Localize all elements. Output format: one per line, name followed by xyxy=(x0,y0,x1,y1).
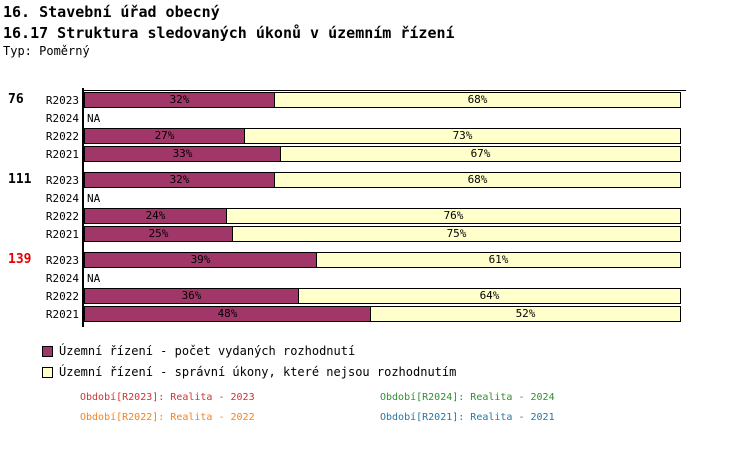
row-period-label: R2022 xyxy=(45,130,79,143)
row-period-label: R2024 xyxy=(45,112,79,125)
bar-segment-other-acts: 64% xyxy=(298,288,681,304)
na-label: NA xyxy=(87,272,101,285)
row-period-label: R2021 xyxy=(45,228,79,241)
row-period-label: R2022 xyxy=(45,290,79,303)
bar-segment-other-acts: 75% xyxy=(232,226,681,242)
bar-segment-decisions: 27% xyxy=(84,128,245,144)
bar-segment-decisions: 32% xyxy=(84,92,275,108)
footnote-period-2024: Období[R2024]: Realita - 2024 xyxy=(380,392,555,403)
group-count-label: 111 xyxy=(8,172,32,187)
legend-label-other-acts: Územní řízení - správní úkony, které nej… xyxy=(59,365,457,379)
bar-segment-other-acts: 76% xyxy=(226,208,681,224)
row-period-label: R2021 xyxy=(45,308,79,321)
legend-item-decisions: Územní řízení - počet vydaných rozhodnut… xyxy=(42,345,355,358)
legend-swatch-other-acts xyxy=(42,367,53,378)
chart-title: 16.17 Struktura sledovaných úkonů v územ… xyxy=(3,24,455,42)
footnote-period-2023: Období[R2023]: Realita - 2023 xyxy=(80,392,255,403)
bar-segment-decisions: 25% xyxy=(84,226,233,242)
bar-row: 25% 75% xyxy=(84,226,681,242)
footnote-period-2022: Období[R2022]: Realita - 2022 xyxy=(80,412,255,423)
bar-segment-decisions: 48% xyxy=(84,306,371,322)
bar-row: 27% 73% xyxy=(84,128,681,144)
stacked-bar-chart: 76 R2023 32% 68% R2024 NA R2022 27% 73% R2021 33% 6… xyxy=(0,88,750,330)
bar-segment-decisions: 36% xyxy=(84,288,299,304)
bar-segment-decisions: 39% xyxy=(84,252,317,268)
bar-segment-other-acts: 52% xyxy=(370,306,681,322)
bar-segment-decisions: 32% xyxy=(84,172,275,188)
bar-segment-decisions: 24% xyxy=(84,208,227,224)
row-period-label: R2023 xyxy=(45,174,79,187)
row-period-label: R2024 xyxy=(45,272,79,285)
bar-row: 32% 68% xyxy=(84,92,681,108)
chart-type-label: Typ: Poměrný xyxy=(3,44,90,58)
na-label: NA xyxy=(87,192,101,205)
na-label: NA xyxy=(87,112,101,125)
bar-row: 36% 64% xyxy=(84,288,681,304)
bar-segment-other-acts: 68% xyxy=(274,172,681,188)
footnote-period-2021: Období[R2021]: Realita - 2021 xyxy=(380,412,555,423)
bar-row: 32% 68% xyxy=(84,172,681,188)
row-period-label: R2024 xyxy=(45,192,79,205)
legend-item-other-acts: Územní řízení - správní úkony, které nej… xyxy=(42,366,456,379)
bar-row: 33% 67% xyxy=(84,146,681,162)
bar-segment-other-acts: 73% xyxy=(244,128,681,144)
bar-row: 24% 76% xyxy=(84,208,681,224)
bar-segment-other-acts: 68% xyxy=(274,92,681,108)
bar-segment-other-acts: 67% xyxy=(280,146,681,162)
y-axis-line xyxy=(82,88,84,327)
group-count-label: 139 xyxy=(8,252,32,267)
bar-segment-other-acts: 61% xyxy=(316,252,681,268)
bar-segment-decisions: 33% xyxy=(84,146,281,162)
plot-top-border xyxy=(82,90,686,91)
legend-label-decisions: Územní řízení - počet vydaných rozhodnut… xyxy=(59,344,356,358)
legend-swatch-decisions xyxy=(42,346,53,357)
row-period-label: R2023 xyxy=(45,254,79,267)
group-count-label: 76 xyxy=(8,92,24,107)
row-period-label: R2022 xyxy=(45,210,79,223)
bar-row: 48% 52% xyxy=(84,306,681,322)
bar-row: 39% 61% xyxy=(84,252,681,268)
row-period-label: R2021 xyxy=(45,148,79,161)
row-period-label: R2023 xyxy=(45,94,79,107)
report-title: 16. Stavební úřad obecný xyxy=(3,3,220,21)
